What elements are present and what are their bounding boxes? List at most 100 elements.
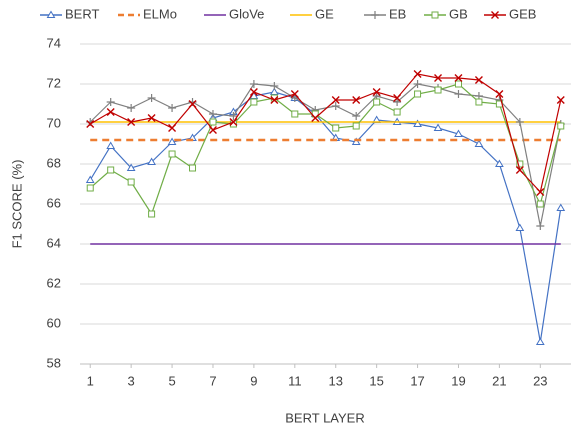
point (495, 159, 504, 167)
point (270, 82, 279, 90)
x-tick-label: 11 (288, 373, 302, 388)
point (454, 129, 463, 137)
point (290, 90, 299, 98)
x-tick-label: 23 (533, 373, 547, 388)
x-tick-label: 5 (168, 373, 175, 388)
x-tick-label: 19 (451, 373, 465, 388)
point (434, 86, 442, 94)
point (107, 166, 115, 174)
point (474, 139, 484, 147)
legend-label: BERT (65, 6, 99, 21)
point (556, 96, 565, 104)
point (351, 137, 361, 145)
point (536, 200, 544, 208)
point (413, 80, 422, 88)
point (414, 90, 422, 98)
point (393, 108, 401, 116)
series-line (89, 83, 562, 216)
x-tick-label: 7 (209, 373, 216, 388)
legend-marker (371, 11, 379, 19)
point (291, 110, 299, 118)
point (556, 203, 566, 211)
x-tick-label: 3 (128, 373, 135, 388)
legend-label: GB (449, 6, 468, 21)
point (249, 80, 258, 88)
point (495, 90, 504, 98)
point (393, 98, 402, 106)
legend-marker (46, 10, 56, 18)
point (168, 104, 177, 112)
point (515, 118, 524, 126)
point (413, 119, 422, 127)
x-tick-label: 17 (410, 373, 424, 388)
point (106, 108, 115, 116)
point (168, 124, 177, 132)
x-tick-label: 21 (492, 373, 506, 388)
point (454, 90, 463, 98)
y-tick-label: 66 (47, 195, 61, 210)
y-axis-label: F1 SCORE (%) (9, 160, 24, 249)
x-tick-label: 1 (87, 373, 94, 388)
point (249, 88, 258, 96)
point (475, 98, 483, 106)
point (127, 104, 136, 112)
legend-marker (431, 11, 439, 19)
point (372, 88, 381, 96)
y-tick-label: 70 (47, 115, 61, 130)
x-tick-label: 13 (328, 373, 342, 388)
x-axis-label: BERT LAYER (285, 410, 364, 425)
point (536, 188, 545, 196)
point (168, 150, 176, 158)
point (352, 96, 361, 104)
point (208, 126, 217, 134)
series-line (89, 83, 562, 227)
y-tick-label: 64 (47, 235, 61, 250)
point (454, 80, 462, 88)
point (106, 98, 115, 106)
legend-label: EB (389, 6, 406, 21)
y-tick-label: 74 (47, 35, 61, 50)
point (147, 114, 156, 122)
y-tick-label: 58 (47, 355, 61, 370)
point (454, 74, 463, 82)
point (188, 100, 197, 108)
point (147, 157, 156, 165)
legend-label: ELMo (143, 6, 177, 21)
point (515, 166, 524, 174)
point (126, 163, 136, 171)
point (515, 223, 525, 231)
point (373, 98, 381, 106)
point (209, 118, 217, 126)
point (167, 137, 177, 145)
y-tick-label: 60 (47, 315, 61, 330)
point (270, 96, 279, 104)
series-line (89, 91, 562, 343)
point (474, 76, 483, 84)
point (127, 118, 136, 126)
legend-label: GloVe (229, 6, 264, 21)
point (127, 178, 135, 186)
point (86, 120, 95, 128)
point (331, 102, 340, 110)
legend-label: GE (315, 6, 334, 21)
point (189, 164, 197, 172)
point (208, 110, 217, 118)
point (85, 175, 95, 183)
point (106, 141, 116, 149)
point (229, 112, 238, 120)
x-tick-label: 15 (369, 373, 383, 388)
y-tick-label: 68 (47, 155, 61, 170)
point (393, 94, 402, 102)
point (536, 222, 545, 230)
point (229, 118, 238, 126)
point (86, 184, 94, 192)
x-tick-label: 9 (250, 373, 257, 388)
point (311, 114, 320, 122)
point (147, 94, 156, 102)
point (352, 122, 360, 130)
point (434, 74, 443, 82)
point (433, 123, 443, 131)
point (332, 124, 340, 132)
point (535, 337, 545, 345)
point (331, 96, 340, 104)
